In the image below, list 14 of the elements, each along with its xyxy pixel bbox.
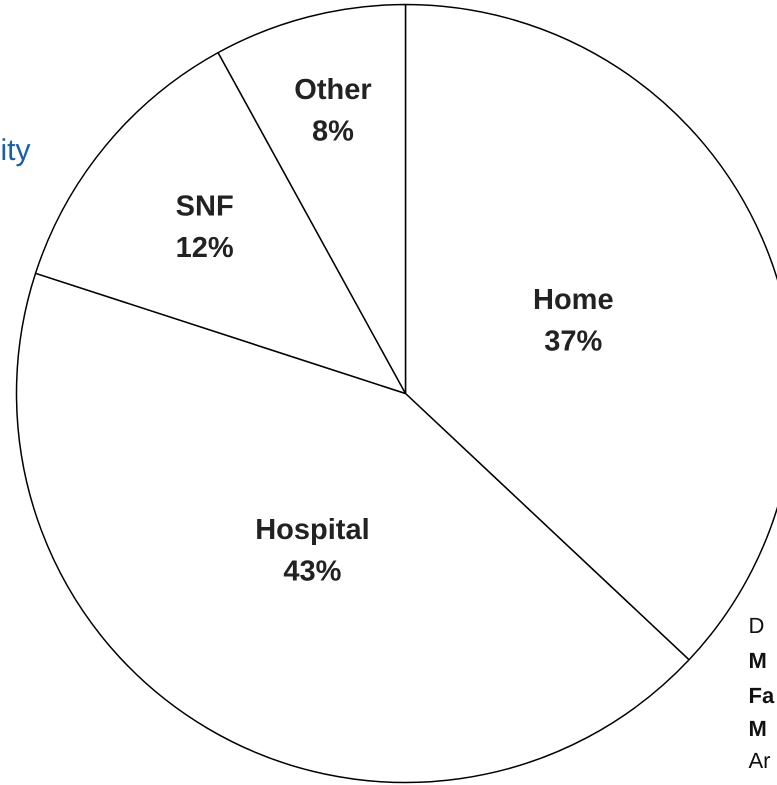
slice-label: Hospital xyxy=(255,514,370,546)
text: ity xyxy=(0,134,30,167)
text: Fa xyxy=(748,683,775,708)
data-label: 8% xyxy=(312,116,354,148)
slice-label: Home xyxy=(533,284,614,316)
text: M xyxy=(748,648,767,673)
text: M xyxy=(748,716,767,741)
slice-label: SNF xyxy=(176,190,234,223)
text: D xyxy=(748,613,764,638)
data-label: 43% xyxy=(283,556,342,588)
data-label: 12% xyxy=(176,232,234,264)
text: Ar xyxy=(748,748,770,773)
slice-label: Other xyxy=(294,74,372,106)
data-label: 37% xyxy=(544,326,603,358)
